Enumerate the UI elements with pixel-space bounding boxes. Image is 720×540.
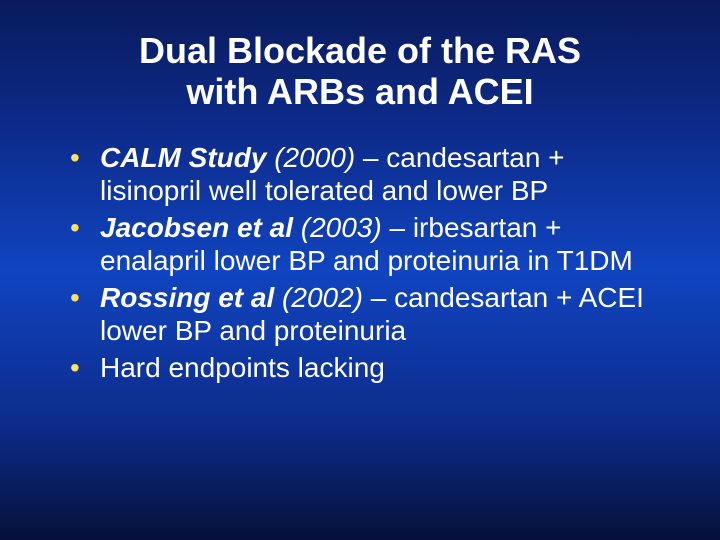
bullet-list: CALM Study (2000) – candesartan + lisino… [70, 141, 660, 384]
slide-title: Dual Blockade of the RAS with ARBs and A… [60, 30, 660, 113]
list-item: CALM Study (2000) – candesartan + lisino… [70, 141, 660, 207]
study-desc: Hard endpoints lacking [100, 352, 385, 383]
list-item: Jacobsen et al (2003) – irbesartan + ena… [70, 211, 660, 277]
study-year: (2003) [301, 212, 382, 243]
title-line-1: Dual Blockade of the RAS [139, 30, 581, 71]
study-name: Jacobsen et al [100, 212, 293, 243]
slide: Dual Blockade of the RAS with ARBs and A… [0, 0, 720, 540]
study-year: (2002) [282, 282, 363, 313]
title-line-2: with ARBs and ACEI [186, 71, 533, 112]
list-item: Rossing et al (2002) – candesartan + ACE… [70, 281, 660, 347]
study-year: (2000) [274, 142, 355, 173]
study-name: Rossing et al [100, 282, 274, 313]
list-item: Hard endpoints lacking [70, 351, 660, 384]
study-name: CALM Study [100, 142, 266, 173]
